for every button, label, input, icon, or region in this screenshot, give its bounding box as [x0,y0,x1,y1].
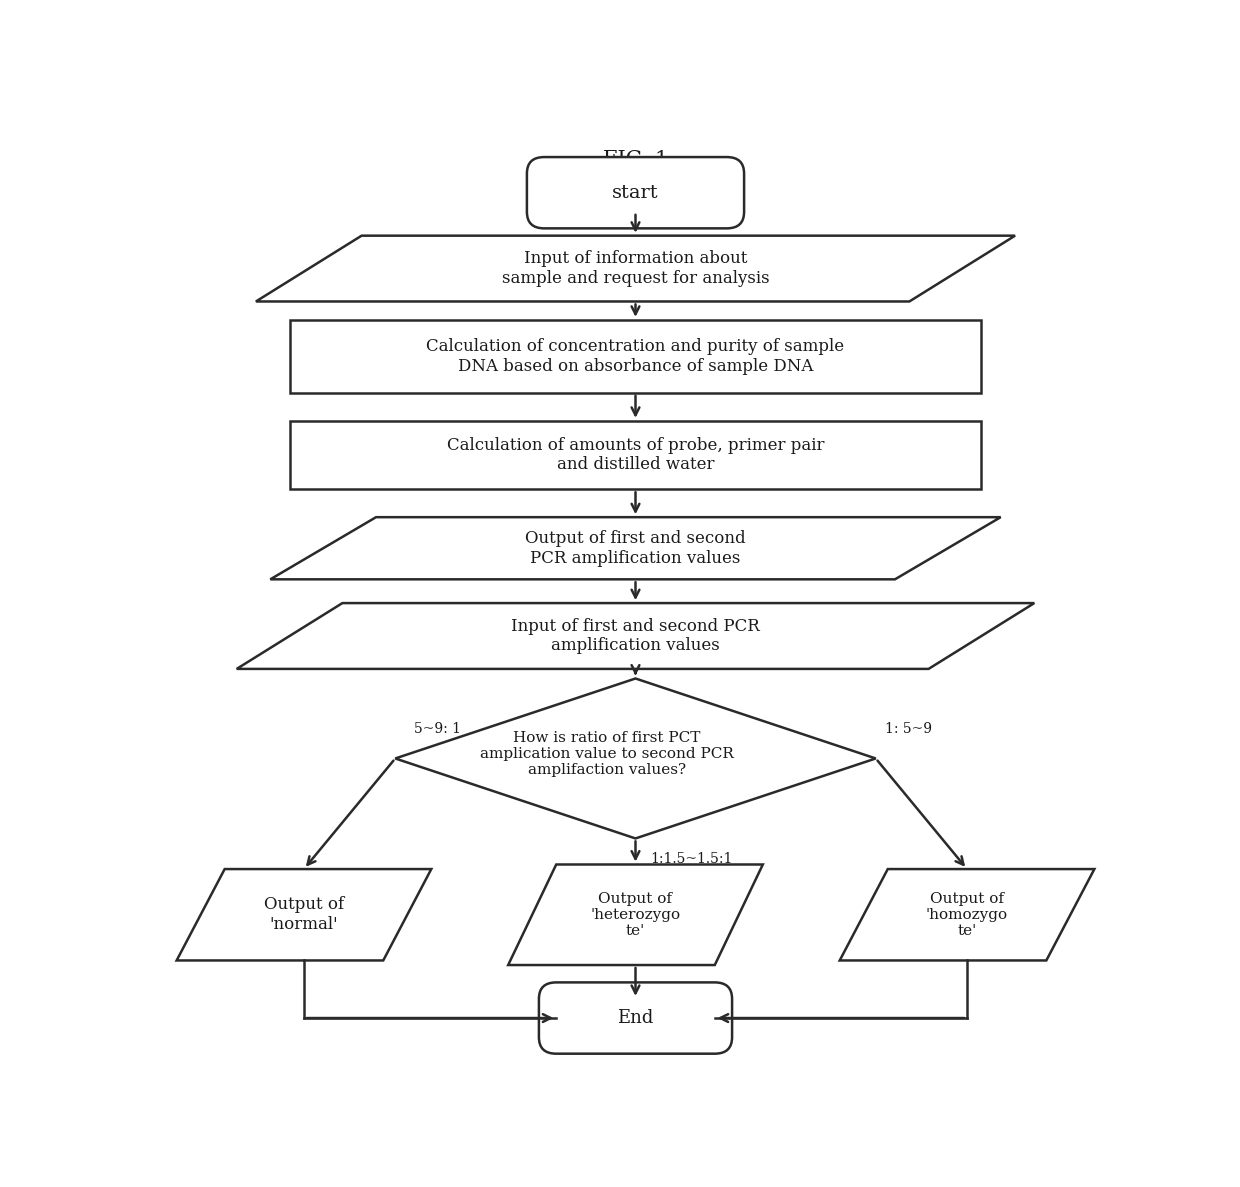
Text: Output of
'heterozygo
te': Output of 'heterozygo te' [590,891,681,938]
Polygon shape [270,518,1001,579]
Polygon shape [255,236,1016,301]
Text: Calculation of concentration and purity of sample
DNA based on absorbance of sam: Calculation of concentration and purity … [427,338,844,375]
Text: Calculation of amounts of probe, primer pair
and distilled water: Calculation of amounts of probe, primer … [446,437,825,474]
Text: End: End [618,1009,653,1027]
Text: How is ratio of first PCT
amplication value to second PCR
amplifaction values?: How is ratio of first PCT amplication va… [480,731,734,777]
Polygon shape [396,679,875,838]
Text: 1:1.5~1.5:1: 1:1.5~1.5:1 [650,852,733,867]
Text: FIG. 1: FIG. 1 [603,151,668,170]
Polygon shape [176,869,432,960]
Text: 1: 5~9: 1: 5~9 [885,722,932,736]
Polygon shape [508,864,763,965]
FancyBboxPatch shape [527,157,744,228]
Text: Input of information about
sample and request for analysis: Input of information about sample and re… [502,250,769,287]
Bar [290,420,982,489]
Polygon shape [237,603,1034,669]
Text: start: start [613,184,658,202]
Text: Output of
'normal': Output of 'normal' [264,896,343,933]
Text: 5~9: 1: 5~9: 1 [414,722,461,736]
Text: Input of first and second PCR
amplification values: Input of first and second PCR amplificat… [511,617,760,654]
FancyBboxPatch shape [539,983,732,1054]
Polygon shape [839,869,1095,960]
Bar [290,319,982,393]
Text: Output of
'homozygo
te': Output of 'homozygo te' [926,891,1008,938]
Text: Output of first and second
PCR amplification values: Output of first and second PCR amplifica… [526,529,745,566]
